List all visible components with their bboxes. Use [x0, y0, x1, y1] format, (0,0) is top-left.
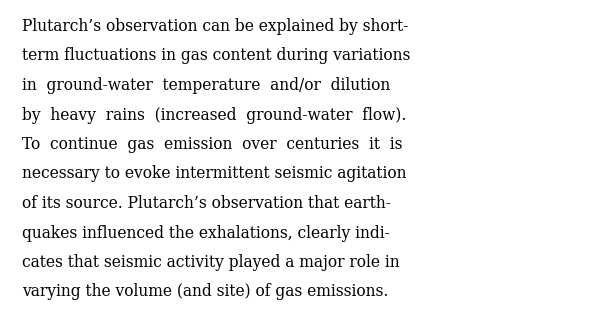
- Text: by  heavy  rains  (increased  ground-water  flow).: by heavy rains (increased ground-water f…: [22, 107, 406, 124]
- Text: cates that seismic activity played a major role in: cates that seismic activity played a maj…: [22, 254, 400, 271]
- Text: Plutarch’s observation can be explained by short-: Plutarch’s observation can be explained …: [22, 18, 408, 35]
- Text: term fluctuations in gas content during variations: term fluctuations in gas content during …: [22, 47, 410, 64]
- Text: To  continue  gas  emission  over  centuries  it  is: To continue gas emission over centuries …: [22, 136, 403, 153]
- Text: necessary to evoke intermittent seismic agitation: necessary to evoke intermittent seismic …: [22, 165, 406, 182]
- Text: varying the volume (and site) of gas emissions.: varying the volume (and site) of gas emi…: [22, 284, 388, 301]
- Text: of its source. Plutarch’s observation that earth-: of its source. Plutarch’s observation th…: [22, 195, 391, 212]
- Text: quakes influenced the exhalations, clearly indi-: quakes influenced the exhalations, clear…: [22, 225, 390, 242]
- Text: in  ground-water  temperature  and/or  dilution: in ground-water temperature and/or dilut…: [22, 77, 390, 94]
